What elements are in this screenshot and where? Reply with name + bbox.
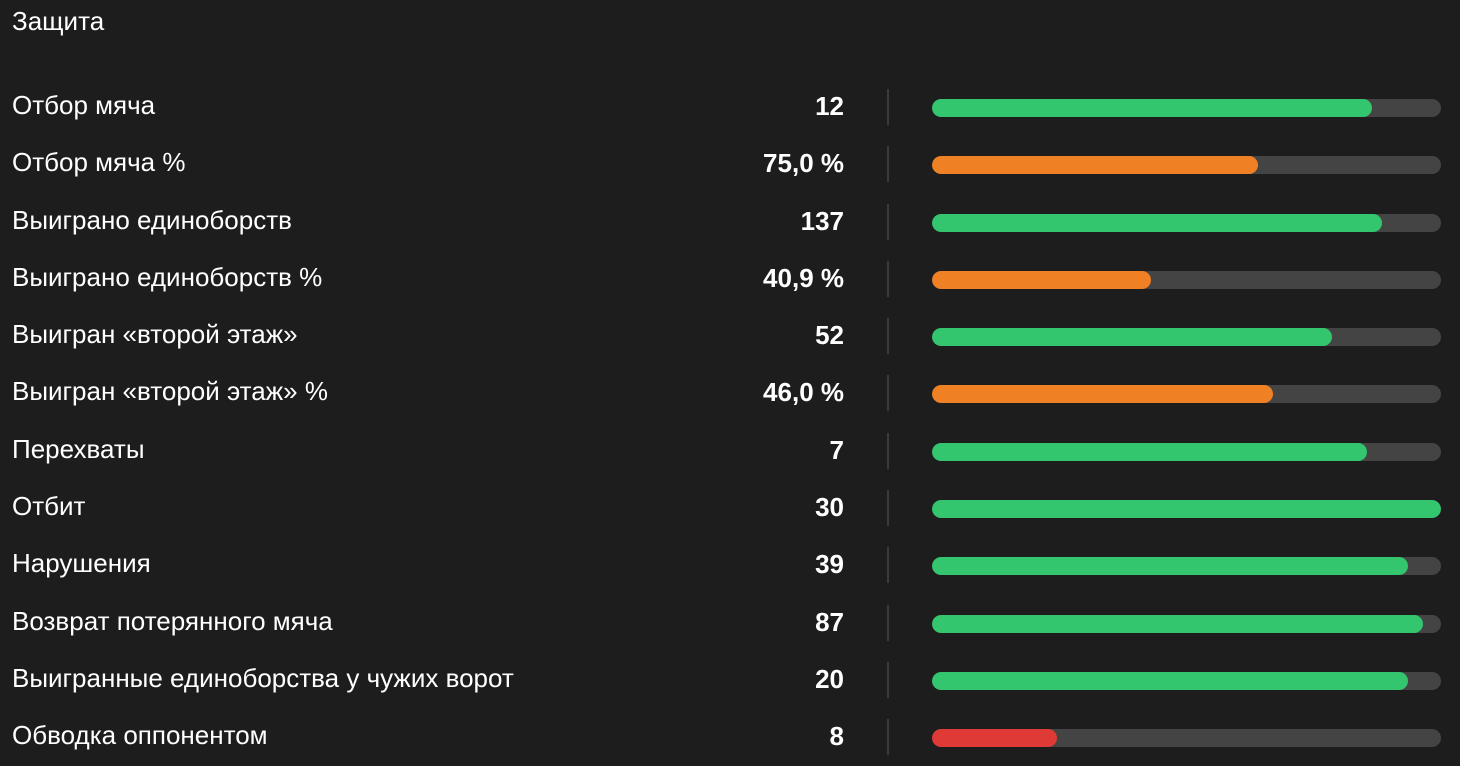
stat-value: 87 (815, 606, 844, 637)
stat-divider (887, 318, 889, 355)
stat-value: 40,9 % (763, 262, 844, 293)
stat-value: 137 (800, 205, 844, 236)
stat-bar-fill (932, 442, 1368, 461)
stat-value: 8 (829, 721, 844, 752)
stat-bar-track (932, 328, 1441, 347)
stat-divider (887, 260, 889, 297)
stat-row: Перехваты 7 (0, 422, 1460, 479)
stat-label: Перехваты (12, 433, 145, 464)
stat-bar-fill (932, 213, 1383, 232)
stat-divider (887, 661, 889, 698)
stat-bar-fill (932, 385, 1274, 404)
stat-value: 30 (815, 492, 844, 523)
stat-bar-track (932, 729, 1441, 748)
stat-row: Отбор мяча 12 (0, 78, 1460, 135)
stat-label: Нарушения (12, 548, 151, 579)
stat-divider (887, 432, 889, 469)
stat-bar-track (932, 500, 1441, 519)
stat-value: 7 (829, 434, 844, 465)
stat-label: Обводка оппонентом (12, 720, 268, 751)
stat-row: Выигран «второй этаж» 52 (0, 307, 1460, 364)
stat-bar-fill (932, 328, 1332, 347)
stat-value: 20 (815, 663, 844, 694)
stat-label: Отбор мяча % (12, 147, 186, 178)
stat-bar-track (932, 213, 1441, 232)
stat-label: Отбор мяча (12, 90, 156, 120)
stat-label: Выиграно единоборств (12, 204, 292, 235)
stat-divider (887, 719, 889, 756)
stat-divider (887, 203, 889, 240)
stat-bar-fill (932, 500, 1441, 519)
stat-bar-track (932, 385, 1441, 404)
stat-label: Возврат потерянного мяча (12, 605, 333, 636)
stat-bar-track (932, 614, 1441, 633)
stat-divider (887, 604, 889, 641)
stat-value: 46,0 % (763, 377, 844, 408)
stat-row: Обводка оппонентом 8 (0, 708, 1460, 765)
stat-divider (887, 547, 889, 584)
stat-row: Отбит 30 (0, 479, 1460, 536)
stat-bar-fill (932, 729, 1057, 748)
stat-bar-track (932, 99, 1441, 117)
stat-label: Выигран «второй этаж» (12, 319, 298, 350)
stat-bar-track (932, 270, 1441, 289)
stat-row: Выигранные единоборства у чужих ворот 20 (0, 651, 1460, 708)
stat-row: Отбор мяча % 75,0 % (0, 135, 1460, 192)
stat-divider (887, 375, 889, 412)
stat-bar-track (932, 156, 1441, 175)
stat-divider (887, 89, 889, 125)
stat-bar-track (932, 442, 1441, 461)
stat-value: 52 (815, 320, 844, 351)
stat-bar-fill (932, 557, 1408, 576)
stat-row: Выиграно единоборств 137 (0, 193, 1460, 250)
stat-bar-track (932, 557, 1441, 576)
section-title: Защита (12, 6, 105, 36)
stat-row: Выиграно единоборств % 40,9 % (0, 250, 1460, 307)
stats-list: Отбор мяча 12 Отбор мяча % 75,0 % Выигра… (0, 78, 1460, 766)
stat-bar-fill (932, 270, 1151, 289)
stat-divider (887, 490, 889, 527)
stat-bar-fill (932, 671, 1408, 690)
stat-label: Выиграно единоборств % (12, 261, 323, 292)
stat-bar-fill (932, 156, 1258, 175)
stat-label: Выигранные единоборства у чужих ворот (12, 662, 514, 693)
stat-row: Возврат потерянного мяча 87 (0, 594, 1460, 651)
stat-value: 12 (815, 91, 844, 121)
stat-label: Выигран «второй этаж» % (12, 376, 328, 407)
stat-value: 75,0 % (763, 148, 844, 179)
stat-bar-track (932, 671, 1441, 690)
stat-bar-fill (932, 99, 1373, 117)
stat-row: Выигран «второй этаж» % 46,0 % (0, 364, 1460, 421)
stat-label: Отбит (12, 491, 86, 522)
stat-value: 39 (815, 549, 844, 580)
stat-row: Нарушения 39 (0, 536, 1460, 593)
stat-bar-fill (932, 614, 1424, 633)
stat-divider (887, 146, 889, 183)
